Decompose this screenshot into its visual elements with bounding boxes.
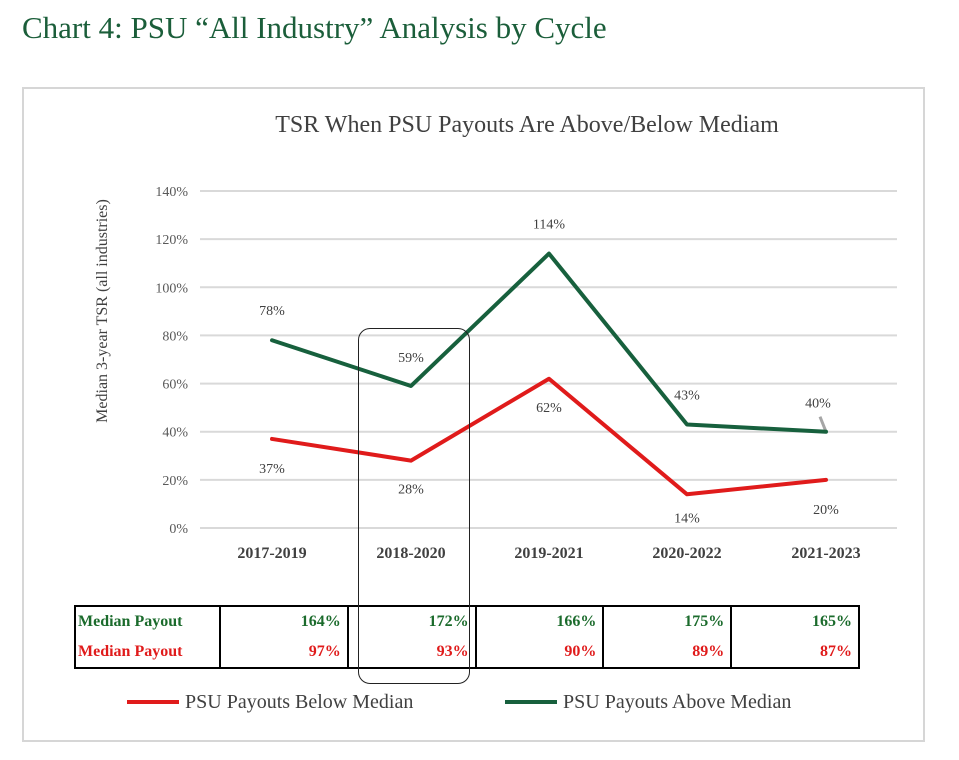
table-cell: 172% xyxy=(346,605,477,637)
y-tick-label: 60% xyxy=(162,378,188,393)
data-label: 28% xyxy=(398,483,424,498)
table-cell: 90% xyxy=(474,637,605,669)
x-axis-ticks: 2017-2019 2018-2020 2019-2021 2020-2022 2021… xyxy=(237,545,860,562)
y-axis-ticks: 0% 20% 40% 60% 80% 100% 120% 140% xyxy=(155,185,188,537)
series-line-above-median xyxy=(270,251,828,434)
x-tick-label: 2019-2021 xyxy=(514,545,583,562)
data-label: 62% xyxy=(536,401,562,416)
data-label: 20% xyxy=(813,503,839,518)
table-cell: 97% xyxy=(219,637,349,669)
table-cell: 93% xyxy=(346,637,477,669)
legend-swatch-red xyxy=(127,700,179,704)
data-label: 37% xyxy=(259,462,285,477)
table-cell: 87% xyxy=(730,637,860,669)
series-lines xyxy=(270,251,828,497)
data-label: 59% xyxy=(398,351,424,366)
y-tick-label: 120% xyxy=(155,233,188,248)
y-tick-label: 100% xyxy=(155,281,188,296)
table-cell: 175% xyxy=(602,605,733,637)
x-tick-label: 2017-2019 xyxy=(237,545,306,562)
y-tick-label: 20% xyxy=(162,474,188,489)
label-connector xyxy=(818,416,828,433)
data-label: 14% xyxy=(674,511,700,526)
legend-item-above: PSU Payouts Above Median xyxy=(505,690,791,714)
gridlines xyxy=(200,190,897,529)
data-label: 78% xyxy=(259,304,285,319)
legend-item-below: PSU Payouts Below Median xyxy=(127,690,413,714)
y-tick-label: 0% xyxy=(169,522,188,537)
table-cell: 164% xyxy=(219,605,349,637)
data-label: 40% xyxy=(805,397,831,412)
legend-swatch-green xyxy=(505,700,557,704)
y-tick-label: 80% xyxy=(162,329,188,344)
data-label: 43% xyxy=(674,388,700,403)
legend-label-above: PSU Payouts Above Median xyxy=(563,690,792,713)
page-title: Chart 4: PSU “All Industry” Analysis by … xyxy=(22,10,607,45)
payout-table: Median Payout 164% 172% 166% 175% 165% M… xyxy=(74,605,860,669)
table-row-above: Median Payout 164% 172% 166% 175% 165% xyxy=(74,605,860,637)
x-tick-label: 2018-2020 xyxy=(376,545,445,562)
x-tick-label: 2021-2023 xyxy=(791,545,860,562)
table-row-label: Median Payout xyxy=(74,637,221,669)
y-tick-label: 40% xyxy=(162,426,188,441)
table-cell: 166% xyxy=(474,605,605,637)
table-cell: 165% xyxy=(730,605,860,637)
table-row-label: Median Payout xyxy=(74,605,221,637)
legend-label-below: PSU Payouts Below Median xyxy=(185,690,414,713)
series-line-below-median xyxy=(270,376,828,497)
chart-title: TSR When PSU Payouts Are Above/Below Med… xyxy=(275,112,779,138)
chart-frame xyxy=(22,87,925,742)
highlight-box-2018-2020 xyxy=(358,328,470,684)
table-cell: 89% xyxy=(602,637,733,669)
y-tick-label: 140% xyxy=(155,185,188,200)
x-tick-label: 2020-2022 xyxy=(652,545,721,562)
table-row-below: Median Payout 97% 93% 90% 89% 87% xyxy=(74,637,860,669)
data-label: 114% xyxy=(533,218,565,233)
y-axis-title: Median 3-year TSR (all industries) xyxy=(94,199,111,423)
data-labels: 37% 28% 62% 14% 20% 78% 59% 114% 43% 40% xyxy=(259,218,839,527)
